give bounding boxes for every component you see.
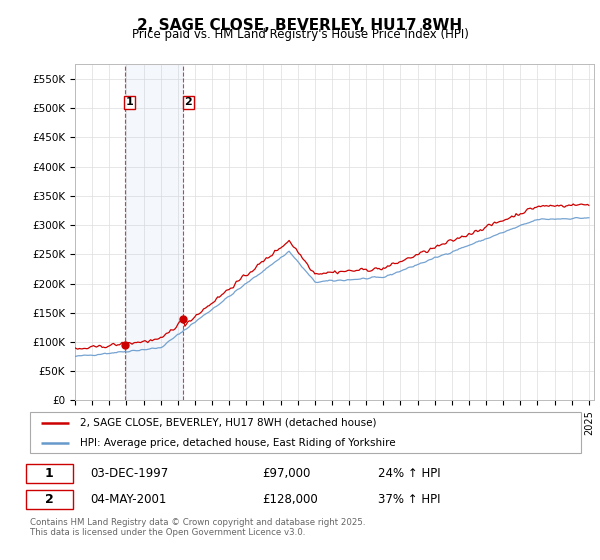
Text: 2: 2 (45, 493, 53, 506)
Text: 2: 2 (184, 97, 192, 108)
Text: 04-MAY-2001: 04-MAY-2001 (91, 493, 167, 506)
Text: 2, SAGE CLOSE, BEVERLEY, HU17 8WH: 2, SAGE CLOSE, BEVERLEY, HU17 8WH (137, 18, 463, 33)
Text: 03-DEC-1997: 03-DEC-1997 (91, 467, 169, 480)
Text: Contains HM Land Registry data © Crown copyright and database right 2025.
This d: Contains HM Land Registry data © Crown c… (30, 518, 365, 538)
Text: £97,000: £97,000 (262, 467, 310, 480)
Text: 2, SAGE CLOSE, BEVERLEY, HU17 8WH (detached house): 2, SAGE CLOSE, BEVERLEY, HU17 8WH (detac… (80, 418, 376, 428)
FancyBboxPatch shape (26, 464, 73, 483)
FancyBboxPatch shape (30, 412, 581, 452)
Text: 1: 1 (45, 467, 53, 480)
Text: £128,000: £128,000 (262, 493, 317, 506)
Text: 24% ↑ HPI: 24% ↑ HPI (378, 467, 440, 480)
Text: Price paid vs. HM Land Registry's House Price Index (HPI): Price paid vs. HM Land Registry's House … (131, 28, 469, 41)
Text: 1: 1 (126, 97, 134, 108)
Text: 37% ↑ HPI: 37% ↑ HPI (378, 493, 440, 506)
FancyBboxPatch shape (26, 490, 73, 509)
Text: HPI: Average price, detached house, East Riding of Yorkshire: HPI: Average price, detached house, East… (80, 438, 395, 448)
Bar (125, 64, 184, 400)
